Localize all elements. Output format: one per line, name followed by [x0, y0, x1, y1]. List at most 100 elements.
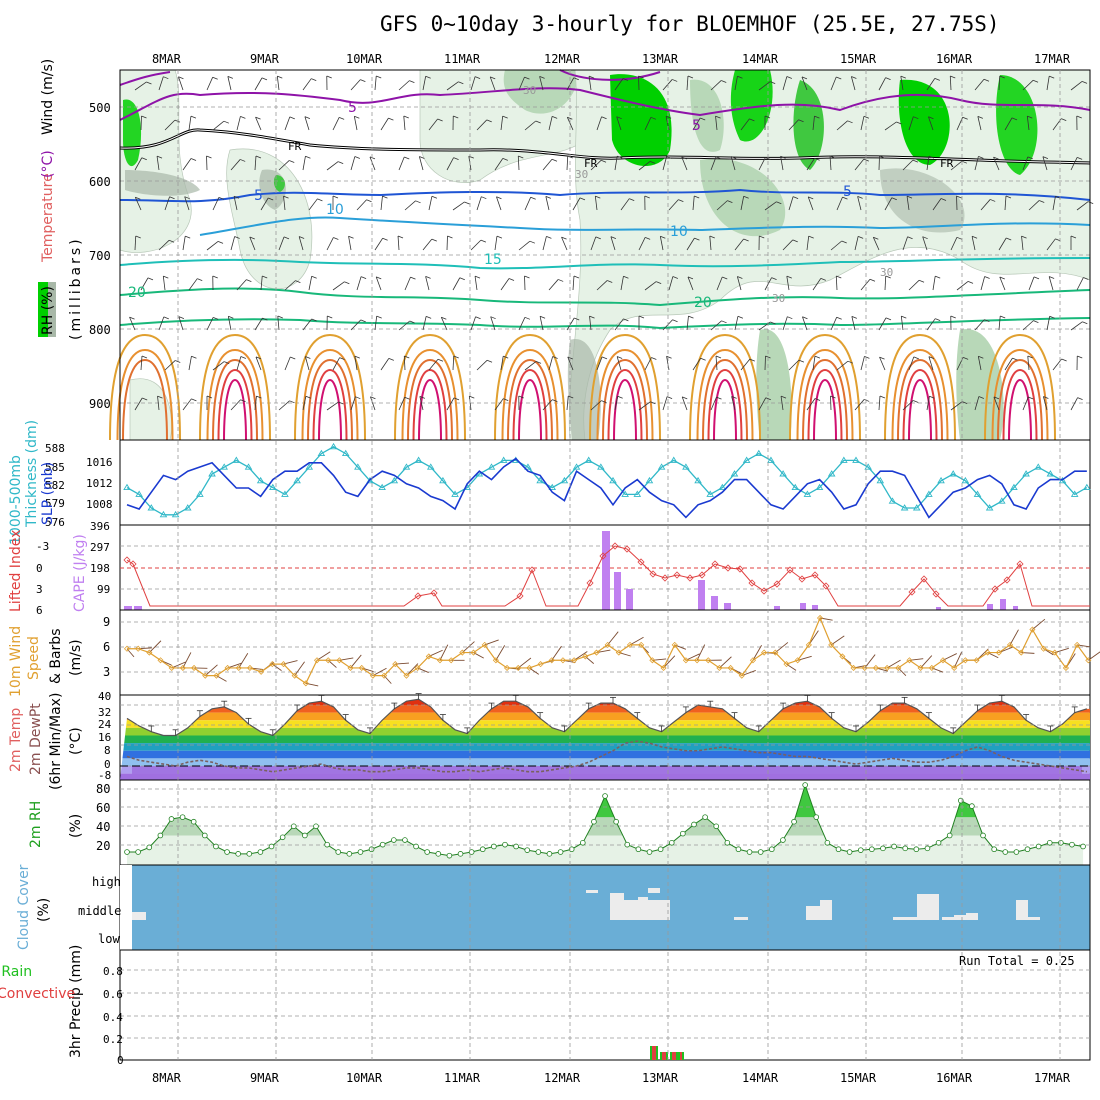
ytick-t32: 32: [98, 706, 111, 719]
thickness-marker: [949, 470, 957, 477]
wind-barb-flag: [1027, 355, 1033, 359]
wind-barb: [500, 116, 504, 131]
ylabel-minmax: (6hr Min/Max): [48, 693, 64, 790]
wind-barb-flag: [672, 319, 678, 323]
wind-barb: [212, 120, 225, 131]
wind-barb: [452, 355, 455, 371]
wind-barb-flag: [518, 395, 524, 399]
rh2m-marker: [491, 843, 497, 850]
wind-barb-flag: [737, 276, 743, 279]
wind-barb-flag: [146, 81, 152, 85]
wind-barb: [908, 279, 920, 291]
wind-barb: [302, 396, 307, 411]
thickness-marker: [779, 470, 787, 477]
wind-barb: [854, 236, 859, 251]
upper-air-panel: 5 5 FR FR FR 5 5 10 10 15 20 20 30 30 30…: [109, 69, 1094, 441]
wind-barb-flag: [431, 238, 437, 242]
wind-barb-flag: [212, 317, 219, 320]
wind-marker: [313, 657, 321, 664]
temp-band: [120, 712, 1090, 721]
wind-barb-flag: [397, 235, 404, 239]
li-marker: [811, 571, 819, 579]
rh2m-marker: [335, 849, 342, 855]
ytick-p04: 0.4: [103, 1011, 123, 1024]
wind-marker: [269, 661, 276, 668]
ylabel-wind10-c: & Barbs: [48, 629, 64, 685]
thickness-marker: [597, 463, 605, 470]
wind-barb: [374, 76, 377, 91]
wind-barb-flag: [311, 318, 317, 322]
rh2m-marker: [1058, 840, 1064, 846]
wind-barb-flag: [240, 159, 246, 162]
wind-barb-flag: [480, 239, 487, 243]
label-30-a: 30: [523, 84, 536, 97]
wind-barb-flag: [453, 397, 460, 401]
wind-barb-flag: [481, 196, 487, 200]
diurnal-loop: [217, 368, 253, 441]
wind-barb-flag: [727, 200, 733, 204]
thickness-marker: [961, 476, 970, 484]
wind-barb-flag: [206, 395, 213, 399]
wind-barb-flag: [841, 240, 847, 244]
diurnal-loop: [702, 358, 748, 441]
thickness-marker: [682, 463, 690, 470]
wind-barb-flag: [141, 157, 147, 161]
chart-title: GFS 0~10day 3-hourly for BLOEMHOF (25.5E…: [380, 12, 1000, 36]
wind-barb-flag: [283, 195, 289, 199]
wind-barb: [398, 397, 406, 411]
wind-barb-flag: [486, 119, 492, 123]
wind-barb: [926, 156, 930, 171]
wind-barb-flag: [437, 358, 444, 362]
rh2m-marker: [424, 849, 430, 855]
wind-barb-flag: [971, 235, 978, 239]
wind-barb-flag: [792, 239, 798, 243]
wind-barb: [354, 356, 358, 371]
wind-barb: [134, 197, 142, 211]
lifted-index-line: [126, 545, 1090, 607]
wind-barb: [758, 157, 766, 171]
wind-barb-flag: [246, 279, 252, 282]
date-top-15MAR: 15MAR: [840, 52, 877, 66]
ytick-tm8: -8: [98, 769, 111, 782]
wind-barb: [788, 119, 799, 131]
wind-barb-flag: [567, 116, 573, 120]
wind-barb-flag: [142, 397, 148, 401]
label-30-d: 30: [772, 292, 785, 305]
wind-barb-flag: [935, 318, 941, 322]
wind-barb-flag: [168, 239, 175, 243]
wind-barb: [157, 396, 160, 411]
label-30-b: 30: [575, 168, 588, 181]
rh2m-marker: [691, 821, 697, 828]
wind-barb: [758, 81, 771, 91]
wind-barb: [548, 116, 553, 131]
wind-barb: [589, 316, 592, 331]
cloud-panel: [119, 864, 1091, 951]
date-top-12MAR: 12MAR: [544, 52, 581, 66]
diurnal-loop: [312, 368, 348, 441]
wind-barb-flag: [700, 117, 706, 121]
wind-barb-flag: [453, 157, 459, 161]
cloud-gaps: [132, 888, 1040, 920]
cape-bar: [602, 531, 610, 610]
wind-barb-flag: [928, 356, 935, 359]
wind-barb: [370, 396, 376, 411]
wind-barb: [452, 277, 461, 291]
wind-barb: [836, 360, 849, 371]
wind-barb: [786, 276, 790, 291]
wind-barb: [908, 116, 914, 131]
wind-barb-flag: [298, 236, 305, 239]
diurnal-loop: [891, 348, 949, 441]
ytick-t8: 8: [104, 744, 111, 757]
wind-barb: [249, 236, 256, 251]
rh2m-marker: [235, 851, 241, 857]
label-fr-1: FR: [288, 140, 302, 153]
wind-barb: [668, 276, 674, 291]
wind-barb: [539, 76, 544, 91]
wind-barb: [489, 76, 496, 91]
wind-barb: [278, 400, 290, 411]
wind-barb-flag: [1005, 195, 1012, 199]
wind-barb: [476, 359, 488, 371]
wind-barb: [878, 77, 886, 91]
wind-barb-flag: [1082, 321, 1088, 325]
wind-barb-flag: [573, 77, 579, 81]
